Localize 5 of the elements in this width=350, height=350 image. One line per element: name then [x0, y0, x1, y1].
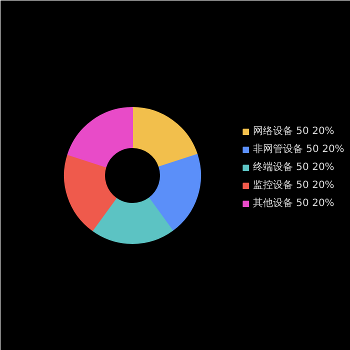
legend-label: 非网管设备 50 20%: [253, 142, 344, 156]
legend-label: 网络设备 50 20%: [253, 125, 334, 138]
legend-label: 终端设备 50 20%: [253, 160, 334, 174]
legend-label: 其他设备 50 20%: [253, 196, 334, 210]
legend-label: 监控设备 50 20%: [253, 179, 334, 192]
